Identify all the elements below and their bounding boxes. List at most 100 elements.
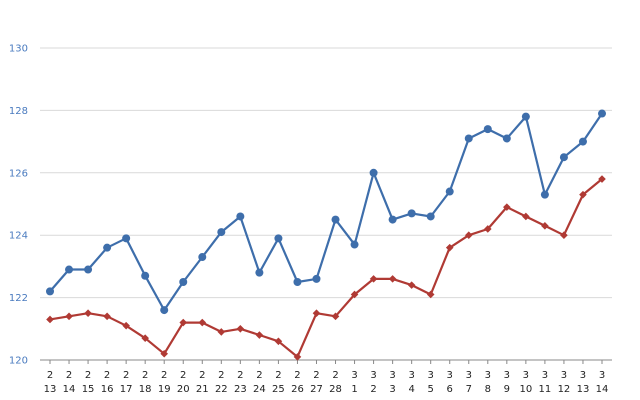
x-tick-label-day: 4 — [408, 384, 414, 395]
x-tick-label-day: 27 — [310, 384, 323, 395]
series-2-point — [560, 231, 568, 239]
series-1-point — [236, 212, 245, 221]
x-tick-label-day: 9 — [504, 384, 510, 395]
series-1-point — [198, 253, 207, 262]
series-2-point — [522, 212, 530, 221]
series-1-point — [388, 215, 397, 224]
series-1-point — [598, 109, 606, 118]
x-tick-label-month: 2 — [161, 370, 167, 381]
x-tick-label-day: 1 — [351, 384, 357, 395]
x-tick-label-day: 12 — [558, 384, 571, 395]
series-1-point — [217, 228, 226, 237]
series-1-point — [426, 212, 435, 221]
x-tick-label-day: 28 — [329, 384, 342, 395]
series-2-point — [255, 331, 264, 339]
series-2-point — [122, 321, 130, 330]
series-2-point — [331, 312, 340, 321]
x-tick-label-month: 2 — [332, 370, 338, 381]
series-1-point — [46, 287, 54, 296]
x-tick-label-day: 2 — [370, 384, 376, 395]
x-tick-label-day: 21 — [196, 384, 209, 395]
x-tick-label-month: 2 — [104, 370, 110, 381]
x-tick-label-day: 24 — [253, 384, 266, 395]
x-tick-label-day: 23 — [234, 384, 247, 395]
x-tick-label-month: 3 — [408, 370, 414, 381]
series-2-point — [160, 349, 169, 358]
x-tick-label-day: 16 — [101, 384, 114, 395]
x-tick-label-month: 3 — [447, 370, 453, 381]
x-tick-label-day: 14 — [596, 384, 609, 395]
y-tick-label: 122 — [9, 293, 28, 304]
series-2-point — [541, 222, 549, 230]
series-1-point — [445, 187, 454, 196]
series-2-point — [312, 309, 321, 317]
series-2-point — [84, 309, 92, 317]
x-axis-ticks: 2132142152162172182192202212222232242252… — [44, 360, 609, 395]
series-1-point — [331, 215, 340, 224]
x-tick-label-day: 19 — [158, 384, 171, 395]
x-tick-label-month: 2 — [275, 370, 281, 381]
x-tick-label-month: 2 — [218, 370, 224, 381]
x-tick-label-month: 2 — [199, 370, 205, 381]
series-2-point — [65, 312, 73, 321]
x-tick-label-day: 14 — [63, 384, 76, 395]
x-tick-label-day: 18 — [139, 384, 152, 395]
series-1-point — [483, 125, 492, 134]
x-tick-label-month: 3 — [351, 370, 357, 381]
x-tick-label-month: 3 — [428, 370, 434, 381]
x-tick-label-month: 2 — [237, 370, 243, 381]
series-2-point — [579, 190, 587, 199]
x-tick-label-month: 3 — [542, 370, 548, 381]
x-tick-label-month: 2 — [142, 370, 148, 381]
series-1-point — [293, 278, 302, 286]
x-tick-label-day: 13 — [44, 384, 57, 395]
series-2-point — [369, 275, 378, 283]
x-tick-label-month: 3 — [389, 370, 395, 381]
series-2-point — [103, 312, 111, 321]
x-tick-label-month: 3 — [561, 370, 567, 381]
series-2-point — [46, 315, 54, 324]
series-1-point — [578, 137, 587, 146]
series-1-point — [521, 112, 530, 121]
series-2-point — [598, 175, 606, 183]
x-tick-label-day: 17 — [120, 384, 133, 395]
series-1-point — [103, 243, 112, 252]
series-1-point — [312, 274, 321, 283]
series-1-point — [274, 234, 283, 243]
x-tick-label-month: 2 — [180, 370, 186, 381]
x-tick-label-day: 20 — [177, 384, 190, 395]
x-tick-label-month: 3 — [599, 370, 605, 381]
x-tick-label-day: 22 — [215, 384, 228, 395]
x-tick-label-month: 2 — [66, 370, 72, 381]
x-tick-label-day: 3 — [389, 384, 395, 395]
series-1-point — [350, 240, 359, 249]
series-1-point — [141, 271, 150, 280]
series-2-point — [217, 328, 226, 336]
series-2-point — [388, 275, 397, 283]
series-1-point — [255, 268, 264, 277]
series-2-point — [293, 353, 302, 361]
x-tick-label-month: 3 — [485, 370, 491, 381]
x-tick-label-month: 2 — [123, 370, 129, 381]
series-1-point — [84, 265, 93, 274]
x-tick-label-day: 6 — [447, 384, 453, 395]
series-1-line — [49, 112, 603, 312]
x-tick-label-month: 2 — [85, 370, 91, 381]
series-1-point — [540, 190, 549, 199]
x-tick-label-day: 10 — [519, 384, 532, 395]
series-2-point — [350, 290, 359, 299]
y-tick-label: 130 — [9, 44, 28, 55]
series-2-point — [464, 231, 473, 239]
x-tick-label-day: 26 — [291, 384, 304, 395]
series-2-point — [236, 325, 245, 333]
series-2-point — [445, 243, 454, 252]
series-1-point — [407, 209, 416, 218]
series-2-point — [179, 318, 188, 327]
x-tick-label-month: 2 — [256, 370, 262, 381]
series-2-line — [49, 178, 603, 358]
y-axis-ticks: 120 122 124 126 128 130 — [9, 44, 28, 367]
series-2-point — [141, 334, 149, 342]
series-1-point — [369, 168, 378, 177]
series-1-point — [559, 153, 568, 162]
